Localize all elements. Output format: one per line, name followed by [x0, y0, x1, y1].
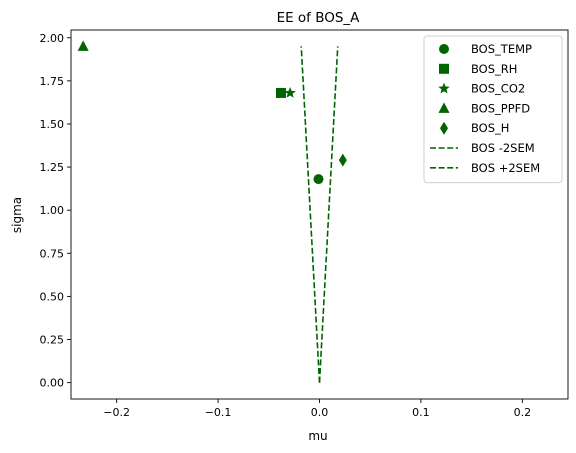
data-point-bos-temp	[313, 174, 324, 185]
x-axis: −0.2 −0.1 0.0 0.1 0.2	[103, 399, 531, 419]
legend-marker-bos-temp	[439, 44, 449, 54]
y-tick-label: 1.25	[40, 161, 65, 174]
y-tick-label: 0.75	[40, 247, 65, 260]
legend-marker-bos-h	[440, 121, 448, 135]
legend-label-bos-rh: BOS_RH	[471, 62, 517, 76]
legend-box	[423, 35, 563, 184]
y-tick-label: 1.75	[40, 75, 65, 88]
x-tick-label: 0.2	[514, 406, 532, 419]
x-tick-label: 0.0	[311, 406, 329, 419]
legend-label-bos-temp: BOS_TEMP	[471, 42, 532, 56]
y-axis-label: sigma	[10, 197, 24, 233]
chart-title: EE of BOS_A	[277, 10, 361, 26]
legend: BOS_TEMP BOS_RH BOS_CO2 BOS_PPFD BOS_H BOS -2…	[423, 35, 563, 184]
x-tick-label: −0.1	[205, 406, 232, 419]
sem-line-2	[318, 46, 339, 383]
y-tick-label: 0.50	[40, 290, 65, 303]
legend-label-bos-h: BOS_H	[471, 121, 509, 135]
data-point-bos-co2	[284, 86, 296, 98]
data-point-bos-h	[338, 153, 347, 167]
x-axis-label: mu	[308, 429, 327, 443]
legend-marker-bos-rh	[439, 63, 449, 74]
y-tick-label: 2.00	[40, 32, 65, 45]
legend-label-bos-2sem: BOS +2SEM	[471, 161, 540, 175]
legend-marker-bos-co2	[438, 82, 450, 94]
legend-label-bos-2sem: BOS -2SEM	[471, 141, 535, 155]
y-tick-label: 1.00	[40, 204, 65, 217]
legend-label-bos-ppfd: BOS_PPFD	[471, 101, 530, 115]
y-tick-label: 0.25	[40, 334, 65, 347]
y-tick-label: 0.00	[40, 377, 65, 390]
legend-marker-bos-ppfd	[438, 102, 450, 113]
data-point-bos-rh	[275, 87, 286, 98]
plot-area	[77, 40, 347, 383]
sem-line-1	[300, 46, 321, 383]
data-point-bos-ppfd	[77, 40, 89, 51]
x-tick-label: −0.2	[103, 406, 130, 419]
y-axis: 0.00 0.25 0.50 0.75 1.00 1.25 1.50 1.75 2.00	[40, 32, 71, 390]
x-tick-label: 0.1	[412, 406, 430, 419]
y-tick-label: 1.50	[40, 118, 65, 131]
legend-label-bos-co2: BOS_CO2	[471, 82, 525, 96]
